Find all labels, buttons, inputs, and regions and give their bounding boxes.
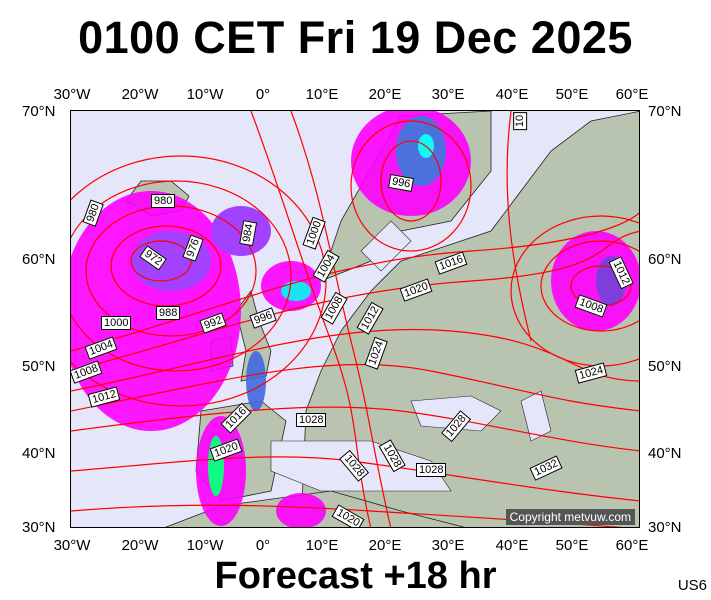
longitude-label: 20°E — [368, 86, 402, 103]
latitude-label: 50°N — [22, 358, 56, 375]
sea-caspian — [520, 390, 552, 442]
map-title: 0100 CET Fri 19 Dec 2025 — [78, 12, 633, 63]
isobar-label: 988 — [156, 306, 181, 320]
isobar-label: 1028 — [296, 413, 327, 427]
longitude-label: 0° — [255, 86, 271, 103]
longitude-label: 50°E — [555, 86, 589, 103]
longitude-label: 20°E — [368, 537, 402, 554]
longitude-label: 30°E — [431, 537, 465, 554]
longitude-label: 20°W — [121, 537, 159, 554]
latitude-label: 70°N — [648, 103, 682, 120]
latitude-label: 30°N — [648, 519, 682, 536]
map-canvas — [71, 111, 639, 527]
longitude-label: 50°E — [555, 537, 589, 554]
copyright-notice[interactable]: Copyright metvuw.com — [505, 509, 635, 525]
longitude-label: 10°E — [305, 86, 339, 103]
latitude-label: 30°N — [22, 519, 56, 536]
weather-map: 980 980 972 976 984 1000 1004 1008 1012 988 992 996… — [70, 110, 640, 528]
longitude-label: 60°E — [615, 86, 649, 103]
longitude-label: 10°W — [186, 86, 224, 103]
latitude-label: 60°N — [648, 251, 682, 268]
longitude-label: 30°W — [53, 86, 91, 103]
latitude-label: 40°N — [22, 445, 56, 462]
sea-baltic — [360, 220, 412, 272]
longitude-label: 0° — [255, 537, 271, 554]
longitude-label: 30°W — [53, 537, 91, 554]
forecast-hour: Forecast +18 hr — [214, 555, 497, 597]
longitude-label: 60°E — [615, 537, 649, 554]
model-id: US6 — [677, 577, 707, 594]
latitude-label: 40°N — [648, 445, 682, 462]
longitude-label: 40°E — [495, 86, 529, 103]
isobar-label: 1028 — [416, 463, 447, 477]
isobar-label: 980 — [151, 194, 176, 208]
isobar-label: 10 — [513, 111, 528, 131]
longitude-label: 30°E — [431, 86, 465, 103]
isobar-label: 1000 — [101, 316, 132, 330]
latitude-label: 50°N — [648, 358, 682, 375]
land-europe — [300, 111, 639, 527]
latitude-label: 70°N — [22, 103, 56, 120]
latitude-label: 60°N — [22, 251, 56, 268]
longitude-label: 10°W — [186, 537, 224, 554]
longitude-label: 20°W — [121, 86, 159, 103]
longitude-label: 10°E — [305, 537, 339, 554]
longitude-label: 40°E — [495, 537, 529, 554]
